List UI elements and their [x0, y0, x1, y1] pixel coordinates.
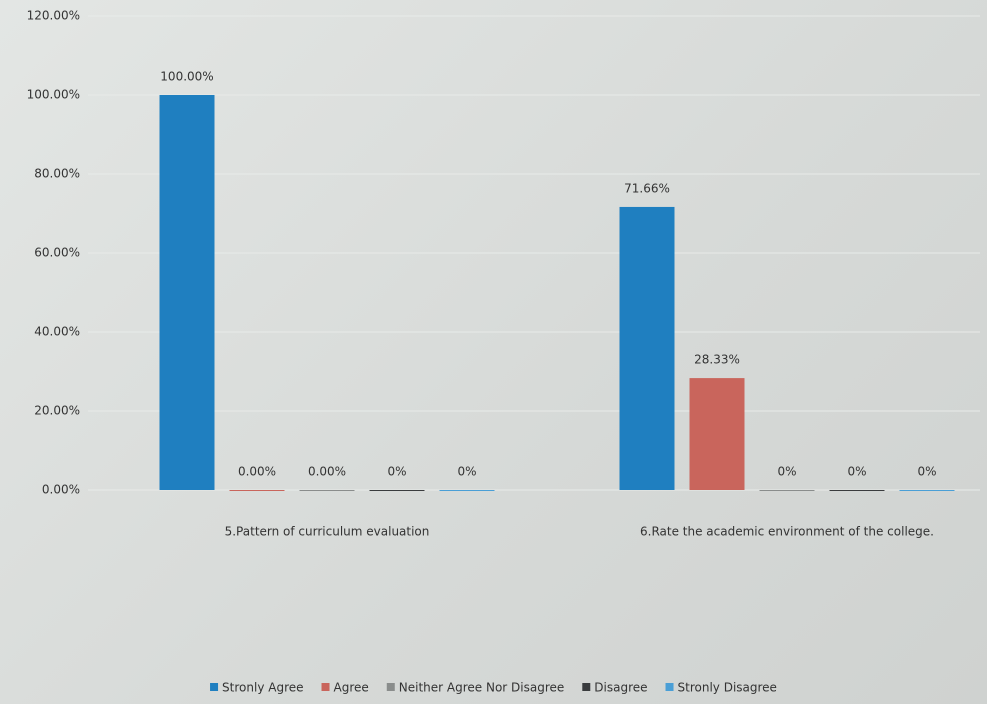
legend-swatch: [321, 683, 330, 691]
y-tick-label: 100.00%: [27, 88, 80, 102]
y-tick-label: 20.00%: [34, 404, 80, 418]
y-tick-label: 80.00%: [34, 167, 80, 181]
legend-label: Agree: [334, 681, 369, 695]
legend-swatch: [386, 683, 395, 691]
value-label: 0.00%: [308, 465, 346, 479]
bar: [829, 490, 885, 491]
value-label: 0%: [387, 465, 406, 479]
value-label: 100.00%: [160, 70, 213, 84]
bar: [439, 490, 495, 491]
legend-swatch: [582, 683, 591, 691]
bar: [619, 206, 675, 490]
y-tick-label: 0.00%: [42, 483, 80, 497]
y-tick-label: 60.00%: [34, 246, 80, 260]
y-tick-label: 120.00%: [27, 9, 80, 23]
legend-label: Neither Agree Nor Disagree: [399, 681, 565, 695]
bar: [689, 378, 745, 490]
bar: [299, 490, 355, 491]
bar: [759, 490, 815, 491]
value-label: 0%: [917, 465, 936, 479]
legend-label: Disagree: [594, 681, 647, 695]
bar: [229, 490, 285, 491]
legend-swatch: [210, 683, 219, 691]
legend-swatch: [665, 683, 674, 691]
y-tick-label: 40.00%: [34, 325, 80, 339]
legend-label: Stronly Agree: [222, 681, 303, 695]
x-tick-label: 6.Rate the academic environment of the c…: [640, 525, 934, 539]
value-label: 0%: [777, 465, 796, 479]
value-label: 0%: [457, 465, 476, 479]
legend-label: Stronly Disagree: [678, 681, 777, 695]
value-label: 0%: [847, 465, 866, 479]
value-label: 0.00%: [238, 465, 276, 479]
bar: [369, 490, 425, 491]
bar: [159, 95, 215, 490]
x-tick-label: 5.Pattern of curriculum evaluation: [225, 525, 430, 539]
bar: [899, 490, 955, 491]
value-label: 28.33%: [694, 353, 740, 367]
value-label: 71.66%: [624, 181, 670, 195]
